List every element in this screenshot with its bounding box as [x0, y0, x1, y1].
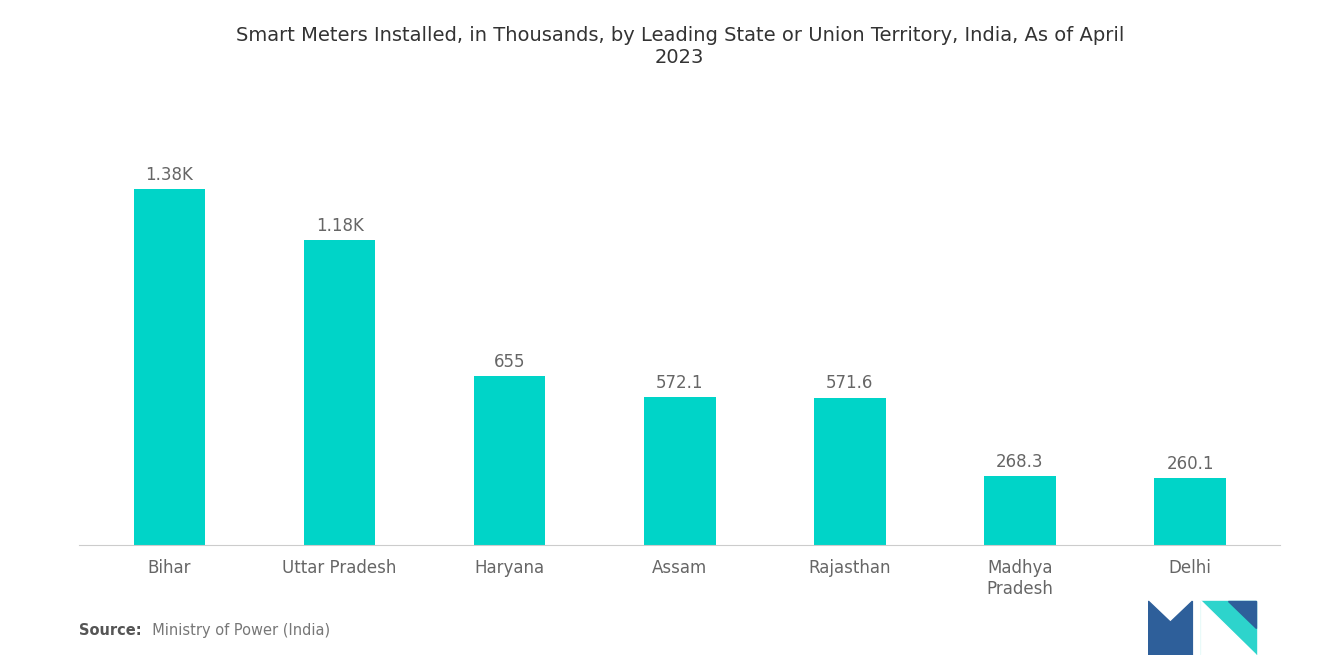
Text: 1.18K: 1.18K	[315, 217, 363, 235]
Text: 1.38K: 1.38K	[145, 166, 194, 184]
Polygon shape	[1201, 601, 1257, 655]
Bar	[304, 240, 375, 545]
Bar	[1155, 478, 1226, 545]
Bar	[814, 398, 886, 545]
Bar	[985, 476, 1056, 545]
Polygon shape	[1148, 601, 1192, 655]
Text: 260.1: 260.1	[1167, 455, 1214, 473]
Polygon shape	[1228, 601, 1257, 628]
Text: 571.6: 571.6	[826, 374, 874, 392]
Text: 268.3: 268.3	[997, 453, 1044, 471]
Text: Ministry of Power (India): Ministry of Power (India)	[143, 623, 330, 638]
Title: Smart Meters Installed, in Thousands, by Leading State or Union Territory, India: Smart Meters Installed, in Thousands, by…	[235, 25, 1125, 66]
Polygon shape	[1201, 601, 1257, 655]
Text: 572.1: 572.1	[656, 374, 704, 392]
Text: 655: 655	[494, 353, 525, 371]
Bar	[474, 376, 545, 545]
Text: Source:: Source:	[79, 623, 141, 638]
Bar	[644, 398, 715, 545]
Bar	[133, 189, 205, 545]
